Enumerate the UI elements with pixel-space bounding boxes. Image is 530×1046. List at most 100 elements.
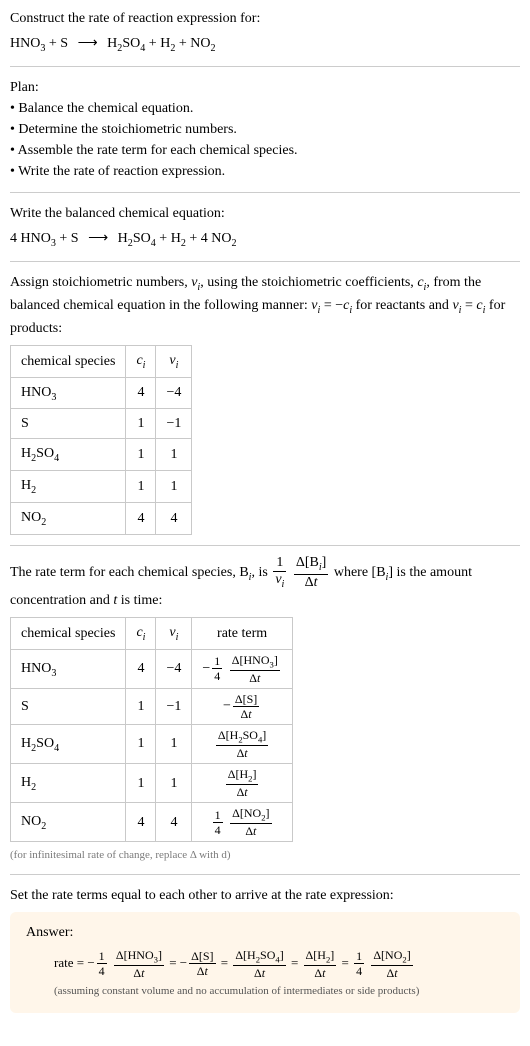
cell-nu: 1 — [156, 471, 192, 503]
fraction: Δ[NO2]Δt — [230, 807, 271, 837]
cell-c: 1 — [126, 688, 156, 724]
stoich-table-1: chemical species ci νi HNO34−4S1−1H2SO41… — [10, 345, 192, 536]
fraction: 14 — [97, 950, 107, 977]
product-2: H2 — [160, 36, 175, 51]
fraction: Δ[HNO3]Δt — [230, 654, 280, 684]
col-nu: νi — [156, 345, 192, 377]
cell-c: 1 — [126, 764, 156, 803]
cell-nu: 1 — [156, 439, 192, 471]
table-row: S1−1 — [11, 409, 192, 439]
table-row: HNO34−4−14 Δ[HNO3]Δt — [11, 649, 293, 688]
fraction: 14 — [213, 809, 223, 836]
table-header-row: chemical species ci νi — [11, 345, 192, 377]
answer-label: Answer: — [26, 922, 504, 943]
cell-rate: −Δ[S]Δt — [192, 688, 292, 724]
cell-species: S — [11, 409, 126, 439]
arrow-icon: ⟶ — [78, 33, 98, 54]
cell-nu: −4 — [156, 377, 192, 409]
fraction: Δ[S]Δt — [189, 950, 215, 977]
infinitesimal-note: (for infinitesimal rate of change, repla… — [10, 847, 520, 864]
cell-rate: 14 Δ[NO2]Δt — [192, 803, 292, 842]
cell-c: 1 — [126, 724, 156, 763]
plan-item: Determine the stoichiometric numbers. — [10, 119, 520, 140]
intro-section: Construct the rate of reaction expressio… — [10, 8, 520, 56]
cell-nu: −1 — [156, 409, 192, 439]
product-3: NO2 — [190, 36, 215, 51]
fraction: 14 — [354, 950, 364, 977]
cell-species: HNO3 — [11, 649, 126, 688]
fraction: Δ[H2SO4]Δt — [233, 949, 285, 979]
cell-c: 4 — [126, 377, 156, 409]
cell-species: NO2 — [11, 503, 126, 535]
plan-item: Balance the chemical equation. — [10, 98, 520, 119]
arrow-icon: ⟶ — [88, 228, 108, 249]
balanced-section: Write the balanced chemical equation: 4 … — [10, 203, 520, 251]
divider — [10, 192, 520, 193]
fraction: 14 — [212, 655, 222, 682]
table-row: NO24414 Δ[NO2]Δt — [11, 803, 293, 842]
fraction: Δ[H2SO4]Δt — [216, 729, 268, 759]
product-1: H2SO4 — [107, 36, 145, 51]
cell-species: S — [11, 688, 126, 724]
set-equal-text: Set the rate terms equal to each other t… — [10, 885, 520, 906]
table-row: S1−1−Δ[S]Δt — [11, 688, 293, 724]
fraction: Δ[HNO3]Δt — [114, 949, 164, 979]
cell-rate: −14 Δ[HNO3]Δt — [192, 649, 292, 688]
reactant-2: S — [60, 36, 68, 51]
cell-species: H2 — [11, 764, 126, 803]
cell-rate: Δ[H2]Δt — [192, 764, 292, 803]
rateterm-intro: The rate term for each chemical species,… — [10, 556, 520, 611]
fraction: Δ[Bi] Δt — [294, 556, 329, 590]
table-row: H2SO411 — [11, 439, 192, 471]
intro-equation: HNO3 + S ⟶ H2SO4 + H2 + NO2 — [10, 33, 520, 56]
table-row: HNO34−4 — [11, 377, 192, 409]
reactant-1: HNO3 — [10, 36, 45, 51]
set-equal-section: Set the rate terms equal to each other t… — [10, 885, 520, 1014]
fraction: 1 νi — [273, 556, 286, 590]
col-species: chemical species — [11, 345, 126, 377]
cell-c: 1 — [126, 439, 156, 471]
table-row: H211 — [11, 471, 192, 503]
col-c: ci — [126, 345, 156, 377]
cell-nu: 1 — [156, 764, 192, 803]
cell-c: 4 — [126, 649, 156, 688]
table-row: H211Δ[H2]Δt — [11, 764, 293, 803]
answer-note: (assuming constant volume and no accumul… — [26, 983, 504, 1000]
cell-c: 4 — [126, 803, 156, 842]
rateterm-section: The rate term for each chemical species,… — [10, 556, 520, 863]
plan-section: Plan: Balance the chemical equation. Det… — [10, 77, 520, 182]
plan-item: Write the rate of reaction expression. — [10, 161, 520, 182]
assign-text: Assign stoichiometric numbers, νi, using… — [10, 272, 520, 339]
cell-species: HNO3 — [11, 377, 126, 409]
table-row: H2SO411Δ[H2SO4]Δt — [11, 724, 293, 763]
col-c: ci — [126, 618, 156, 650]
col-species: chemical species — [11, 618, 126, 650]
divider — [10, 874, 520, 875]
assign-section: Assign stoichiometric numbers, νi, using… — [10, 272, 520, 535]
cell-c: 4 — [126, 503, 156, 535]
cell-nu: 4 — [156, 503, 192, 535]
plan-title: Plan: — [10, 77, 520, 98]
divider — [10, 261, 520, 262]
cell-nu: −1 — [156, 688, 192, 724]
cell-c: 1 — [126, 409, 156, 439]
plan-item: Assemble the rate term for each chemical… — [10, 140, 520, 161]
answer-box: Answer: rate = −14 Δ[HNO3]Δt = −Δ[S]Δt =… — [10, 912, 520, 1014]
balanced-equation: 4 HNO3 + S ⟶ H2SO4 + H2 + 4 NO2 — [10, 228, 520, 251]
fraction: Δ[H2]Δt — [226, 768, 259, 798]
answer-expression: rate = −14 Δ[HNO3]Δt = −Δ[S]Δt = Δ[H2SO4… — [26, 949, 504, 979]
table-header-row: chemical species ci νi rate term — [11, 618, 293, 650]
cell-species: H2SO4 — [11, 439, 126, 471]
cell-species: H2 — [11, 471, 126, 503]
cell-nu: −4 — [156, 649, 192, 688]
cell-nu: 4 — [156, 803, 192, 842]
cell-c: 1 — [126, 471, 156, 503]
fraction: Δ[NO2]Δt — [371, 949, 412, 979]
table-row: NO244 — [11, 503, 192, 535]
cell-species: H2SO4 — [11, 724, 126, 763]
col-rate: rate term — [192, 618, 292, 650]
intro-line1: Construct the rate of reaction expressio… — [10, 8, 520, 29]
divider — [10, 66, 520, 67]
balanced-title: Write the balanced chemical equation: — [10, 203, 520, 224]
cell-rate: Δ[H2SO4]Δt — [192, 724, 292, 763]
